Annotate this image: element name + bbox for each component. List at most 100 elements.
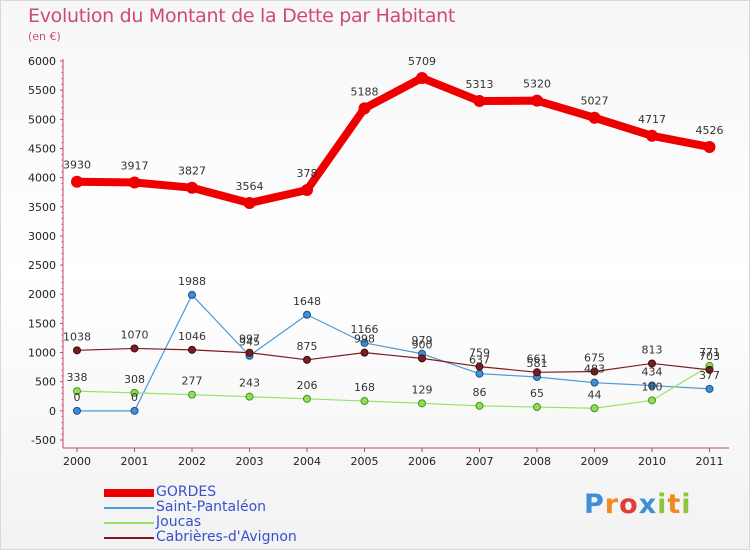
legend-label: Cabrières-d'Avignon (156, 529, 297, 545)
data-point (303, 355, 311, 364)
x-tick-label: 2002 (178, 455, 206, 468)
x-tick-label: 2001 (121, 455, 149, 468)
data-point (245, 348, 254, 357)
logo-letter: t (667, 489, 682, 520)
logo-letter: i (657, 489, 668, 520)
proxiti-logo: Proxiti (584, 489, 692, 520)
x-tick-label: 2005 (351, 455, 379, 468)
data-label: 900 (412, 338, 433, 351)
data-point (303, 310, 311, 319)
data-label: 875 (297, 340, 318, 353)
data-label: 206 (297, 379, 318, 392)
data-label: 661 (527, 352, 548, 365)
x-tick-label: 2011 (696, 455, 724, 468)
data-label: 378 (297, 167, 318, 180)
data-point (590, 378, 599, 387)
series-line-0 (76, 73, 711, 208)
data-point (358, 102, 371, 115)
data-point (703, 140, 716, 153)
data-label: 675 (584, 351, 605, 364)
data-point (648, 396, 656, 405)
data-label: 86 (473, 386, 487, 399)
data-label: 5320 (523, 78, 551, 91)
legend-item: Saint-Pantaléon (104, 499, 404, 515)
data-label: 998 (354, 333, 375, 346)
data-label: 997 (239, 333, 260, 346)
data-label: 703 (699, 350, 720, 363)
data-point (646, 129, 658, 142)
data-point (188, 290, 196, 299)
data-point (188, 345, 196, 354)
data-point (705, 365, 714, 374)
data-label: 1070 (121, 328, 149, 341)
data-point (301, 183, 313, 196)
x-tick-label: 2007 (466, 455, 494, 468)
data-label: 771 (699, 346, 720, 359)
data-label: 945 (239, 336, 260, 349)
y-tick-label: 1000 (28, 347, 56, 360)
data-point (73, 346, 81, 355)
data-label: 1648 (293, 295, 321, 308)
series-line-3 (76, 347, 710, 373)
data-label: 483 (584, 363, 605, 376)
y-tick-label: 5500 (28, 84, 56, 97)
legend-label: Saint-Pantaléon (156, 499, 267, 515)
data-label: 0 (131, 391, 138, 404)
logo-letter: r (604, 489, 620, 520)
x-tick-label: 2009 (581, 455, 609, 468)
data-label: 44 (588, 388, 602, 401)
data-label: 5027 (581, 95, 609, 108)
data-point (648, 359, 656, 368)
y-tick-label: 500 (35, 376, 56, 389)
legend-item: Cabrières-d'Avignon (104, 529, 404, 545)
data-point (360, 397, 369, 406)
y-tick-label: 4000 (28, 172, 56, 185)
legend-label: GORDES (156, 484, 217, 500)
y-tick-label: 1500 (28, 317, 56, 330)
data-point (475, 362, 484, 371)
data-point (243, 197, 256, 210)
y-tick-label: 2000 (28, 288, 56, 301)
data-point (475, 401, 484, 410)
series-line-1 (77, 294, 710, 412)
data-label: 129 (412, 383, 433, 396)
data-point (705, 384, 714, 393)
data-label: 581 (527, 357, 548, 370)
data-point (473, 95, 486, 108)
data-point (188, 390, 196, 399)
data-label: 3564 (236, 180, 264, 193)
x-tick-label: 2003 (236, 455, 264, 468)
legend-swatch (104, 507, 154, 509)
legend-item: GORDES (104, 484, 404, 500)
data-point (303, 394, 311, 403)
x-tick-label: 2008 (523, 455, 551, 468)
chart-title: Evolution du Montant de la Dette par Hab… (28, 5, 456, 27)
data-point (590, 367, 599, 376)
x-tick-label: 2004 (293, 455, 321, 468)
series-line-2 (76, 365, 710, 409)
data-label: 180 (642, 380, 663, 393)
legend-label: Joucas (156, 514, 202, 530)
data-point (360, 348, 369, 357)
data-point (130, 406, 139, 415)
data-label: 277 (182, 375, 203, 388)
logo-letter: x (638, 489, 658, 520)
data-label: 4717 (638, 113, 666, 126)
data-point (73, 406, 81, 415)
x-tick-label: 2010 (638, 455, 666, 468)
data-label: 243 (239, 377, 260, 390)
legend: GORDES Saint-Pantaléon Joucas Cabrières-d'A… (104, 484, 404, 545)
data-label: 759 (469, 347, 490, 360)
data-point (475, 369, 484, 378)
line-chart: -500 0 500 1000 1500 2000 2500 3000 3500 4000 4500… (28, 55, 729, 468)
logo-letter: P (584, 489, 605, 520)
data-label: 1046 (178, 330, 206, 343)
y-tick-label: 0 (49, 405, 56, 418)
data-point (531, 94, 543, 107)
data-label: 3917 (121, 159, 149, 172)
y-tick-label: 6000 (28, 55, 56, 68)
data-label: 4526 (696, 124, 724, 137)
data-label: 308 (124, 373, 145, 386)
chart-unit: (en €) (28, 30, 61, 43)
